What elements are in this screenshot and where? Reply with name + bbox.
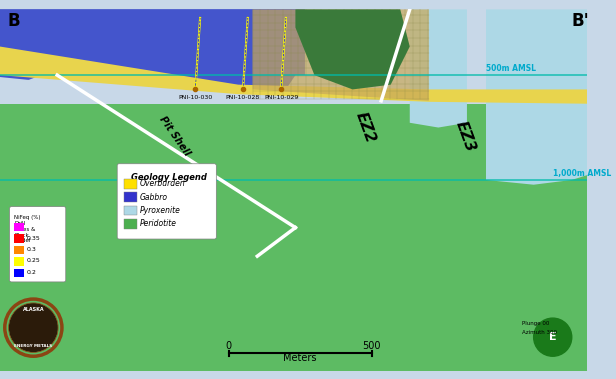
Bar xyxy=(14,234,24,243)
Text: 0.2: 0.2 xyxy=(26,270,36,275)
Text: 0: 0 xyxy=(225,341,232,351)
Polygon shape xyxy=(0,47,587,104)
Text: EZ2: EZ2 xyxy=(352,110,378,145)
Polygon shape xyxy=(296,9,410,89)
Polygon shape xyxy=(486,9,587,185)
Bar xyxy=(124,179,137,188)
Text: 500: 500 xyxy=(362,341,381,351)
Text: Gabbro: Gabbro xyxy=(140,193,168,202)
Text: Pyroxenite: Pyroxenite xyxy=(140,206,181,215)
Bar xyxy=(14,246,24,254)
Text: PNI-10-028: PNI-10-028 xyxy=(226,95,260,100)
Polygon shape xyxy=(0,9,587,371)
Circle shape xyxy=(9,304,57,351)
Polygon shape xyxy=(0,9,296,89)
Text: 0.3: 0.3 xyxy=(26,247,36,252)
Bar xyxy=(14,269,24,277)
Text: 0.25: 0.25 xyxy=(26,258,41,263)
Text: 0.35: 0.35 xyxy=(26,236,41,241)
Bar xyxy=(124,206,137,215)
Text: Peridotite: Peridotite xyxy=(140,219,177,228)
Text: 500m AMSL: 500m AMSL xyxy=(486,64,536,73)
Text: ALASKA: ALASKA xyxy=(23,307,44,312)
FancyBboxPatch shape xyxy=(117,164,216,239)
Bar xyxy=(14,223,24,232)
Text: Pit Shell: Pit Shell xyxy=(157,115,192,158)
Text: Overburden: Overburden xyxy=(140,179,186,188)
Text: NiFeq (%)
Drill
Holes &
Block
Model: NiFeq (%) Drill Holes & Block Model xyxy=(14,215,41,243)
Text: 1,000m AMSL: 1,000m AMSL xyxy=(553,169,611,178)
Polygon shape xyxy=(253,9,429,101)
Text: PNI-10-030: PNI-10-030 xyxy=(178,95,213,100)
Text: Azimuth 300: Azimuth 300 xyxy=(522,330,557,335)
Text: Plunge 00: Plunge 00 xyxy=(522,321,549,326)
Text: B': B' xyxy=(572,12,590,30)
Text: PNI-10-029: PNI-10-029 xyxy=(264,95,298,100)
Bar xyxy=(124,219,137,229)
Polygon shape xyxy=(410,9,467,128)
FancyBboxPatch shape xyxy=(9,207,66,282)
Text: E: E xyxy=(549,332,556,342)
Text: Meters: Meters xyxy=(283,353,317,363)
Polygon shape xyxy=(0,104,587,371)
Text: B: B xyxy=(7,12,20,30)
Circle shape xyxy=(533,318,572,356)
Bar xyxy=(14,257,24,266)
Text: Geology Legend: Geology Legend xyxy=(131,173,206,182)
Polygon shape xyxy=(0,9,305,75)
Text: ENERGY METALS: ENERGY METALS xyxy=(14,344,52,348)
Text: EZ3: EZ3 xyxy=(453,119,477,154)
Bar xyxy=(124,192,137,202)
